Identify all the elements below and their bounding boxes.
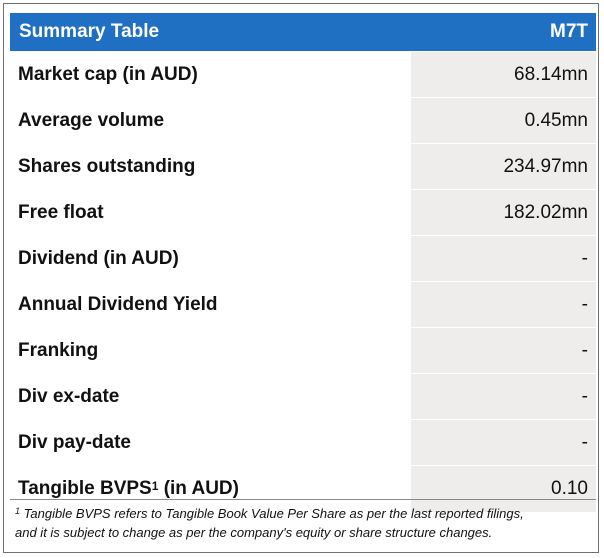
footnote-line-2: and it is subject to change as per the c… bbox=[15, 525, 493, 540]
row-value: - bbox=[411, 420, 596, 465]
row-label: Div pay-date bbox=[10, 420, 410, 465]
row-value: - bbox=[411, 374, 596, 419]
row-value: 68.14mn bbox=[411, 52, 596, 97]
row-value: - bbox=[411, 328, 596, 373]
row-value: - bbox=[411, 282, 596, 327]
row-value: 234.97mn bbox=[411, 144, 596, 189]
table-row: Average volume 0.45mn bbox=[10, 98, 596, 143]
table-row: Franking - bbox=[10, 328, 596, 373]
row-label: Div ex-date bbox=[10, 374, 410, 419]
row-value: 0.45mn bbox=[411, 98, 596, 143]
table-row: Free float 182.02mn bbox=[10, 190, 596, 235]
row-label: Free float bbox=[10, 190, 410, 235]
row-label: Shares outstanding bbox=[10, 144, 410, 189]
table-row: Annual Dividend Yield - bbox=[10, 282, 596, 327]
footnote-line-1: 1 Tangible BVPS refers to Tangible Book … bbox=[15, 504, 595, 523]
footnote-text-1: Tangible BVPS refers to Tangible Book Va… bbox=[20, 506, 524, 521]
header-ticker: M7T bbox=[550, 21, 588, 42]
row-label: Market cap (in AUD) bbox=[10, 52, 410, 97]
table-row: Shares outstanding 234.97mn bbox=[10, 144, 596, 189]
row-label-tangible-bvps: Tangible BVPS 1 (in AUD) bbox=[10, 466, 410, 512]
table-row: Market cap (in AUD) 68.14mn bbox=[10, 52, 596, 97]
footnote-divider bbox=[10, 499, 596, 500]
row-label: Franking bbox=[10, 328, 410, 373]
row-value: - bbox=[411, 236, 596, 281]
table-header: Summary Table M7T bbox=[10, 13, 596, 51]
table-row: Dividend (in AUD) - bbox=[10, 236, 596, 281]
table-body: Market cap (in AUD) 68.14mn Average volu… bbox=[10, 52, 596, 512]
header-title: Summary Table bbox=[19, 21, 160, 42]
footnote-marker: 1 bbox=[15, 506, 21, 516]
row-label-main: Tangible BVPS bbox=[18, 478, 152, 499]
footnote-marker: 1 bbox=[151, 479, 159, 493]
row-label-suffix: (in AUD) bbox=[158, 478, 239, 499]
row-label: Annual Dividend Yield bbox=[10, 282, 410, 327]
table-row: Div pay-date - bbox=[10, 420, 596, 465]
table-row: Tangible BVPS 1 (in AUD) 0.10 bbox=[10, 466, 596, 512]
row-value: 0.10 bbox=[411, 466, 596, 512]
row-label: Dividend (in AUD) bbox=[10, 236, 410, 281]
footnote: 1 Tangible BVPS refers to Tangible Book … bbox=[15, 504, 595, 542]
row-label: Average volume bbox=[10, 98, 410, 143]
table-row: Div ex-date - bbox=[10, 374, 596, 419]
row-value: 182.02mn bbox=[411, 190, 596, 235]
